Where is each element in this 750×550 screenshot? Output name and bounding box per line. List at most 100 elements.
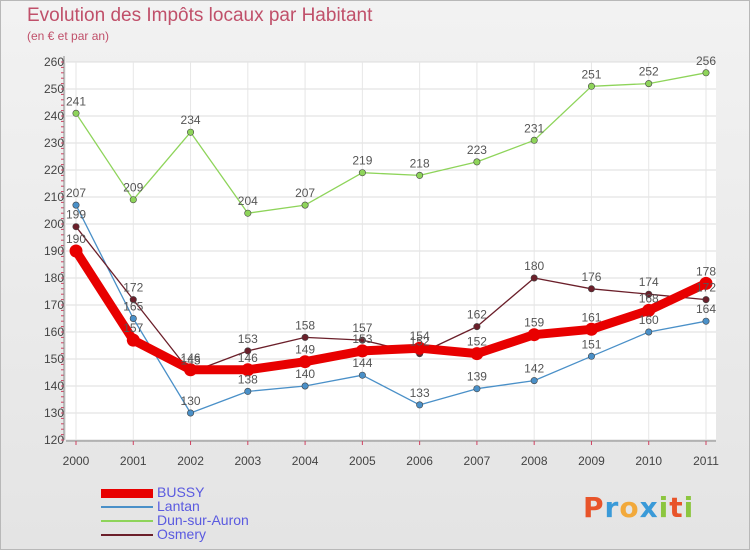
legend-label: Dun-sur-Auron: [157, 512, 249, 528]
data-label: 172: [696, 281, 716, 295]
y-tick-label: 220: [44, 163, 64, 177]
data-label: 149: [295, 343, 315, 357]
legend-label: BUSSY: [157, 484, 205, 500]
y-tick-label: 180: [44, 271, 64, 285]
data-point: [358, 169, 366, 177]
y-tick-label: 120: [44, 433, 64, 447]
data-label: 161: [581, 310, 601, 324]
data-label: 153: [238, 332, 258, 346]
data-label: 168: [639, 291, 659, 305]
legend-swatch: [101, 488, 153, 498]
y-tick-label: 140: [44, 379, 64, 393]
data-label: 140: [295, 367, 315, 381]
y-tick-label: 170: [44, 298, 64, 312]
data-point: [72, 109, 80, 117]
data-label: 138: [238, 372, 258, 386]
data-point: [642, 303, 656, 317]
logo-letter: o: [619, 491, 640, 524]
logo-letter: r: [604, 491, 620, 524]
data-point: [244, 387, 252, 395]
data-point: [301, 333, 309, 341]
data-label: 234: [181, 113, 201, 127]
data-point: [126, 333, 140, 347]
data-label: 178: [696, 264, 716, 278]
data-point: [702, 317, 710, 325]
data-point: [244, 209, 252, 217]
series-line: [71, 246, 711, 375]
data-label: 252: [639, 65, 659, 79]
legend-label: Lantan: [157, 498, 200, 514]
data-point: [72, 201, 80, 209]
series-lantan: [72, 201, 710, 417]
data-label: 146: [181, 351, 201, 365]
data-label: 199: [66, 208, 86, 222]
x-tick-label: 2009: [578, 454, 605, 468]
data-label: 142: [524, 362, 544, 376]
y-tick-label: 260: [44, 55, 64, 69]
data-label: 146: [238, 351, 258, 365]
data-point: [129, 196, 137, 204]
data-point: [416, 171, 424, 179]
logo-letter: i: [683, 491, 695, 524]
data-point: [645, 80, 653, 88]
data-point: [184, 363, 198, 377]
logo-letter: t: [669, 491, 684, 524]
data-label: 157: [123, 321, 143, 335]
data-point: [645, 328, 653, 336]
y-tick-label: 230: [44, 136, 64, 150]
data-label: 144: [352, 356, 372, 370]
data-point: [72, 223, 80, 231]
data-label: 145: [181, 354, 201, 368]
data-point: [241, 363, 255, 377]
data-point: [358, 371, 366, 379]
data-label: 241: [66, 94, 86, 108]
data-label: 190: [66, 232, 86, 246]
data-label: 176: [581, 270, 601, 284]
y-tick-label: 210: [44, 190, 64, 204]
series-line: [75, 204, 707, 414]
y-tick-label: 150: [44, 352, 64, 366]
data-point: [473, 158, 481, 166]
legend-swatch: [101, 520, 153, 522]
data-point: [530, 274, 538, 282]
data-label: 153: [352, 332, 372, 346]
data-point: [470, 347, 484, 361]
data-point: [527, 328, 541, 342]
data-label: 251: [581, 67, 601, 81]
data-point: [587, 285, 595, 293]
data-point: [298, 355, 312, 369]
data-point: [301, 382, 309, 390]
x-tick-label: 2005: [349, 454, 376, 468]
data-label: 231: [524, 121, 544, 135]
data-point: [530, 377, 538, 385]
y-tick-label: 200: [44, 217, 64, 231]
data-label: 204: [238, 194, 258, 208]
legend-swatch: [101, 534, 153, 536]
x-tick-label: 2008: [521, 454, 548, 468]
data-point: [416, 401, 424, 409]
proxiti-logo: Proxiti: [583, 491, 694, 524]
legend-label: Osmery: [157, 526, 206, 542]
series-dun-sur-auron: [72, 69, 710, 217]
data-label: 158: [295, 318, 315, 332]
x-tick-label: 2004: [292, 454, 319, 468]
data-point: [187, 409, 195, 417]
y-tick-label: 250: [44, 82, 64, 96]
x-tick-label: 2001: [120, 454, 147, 468]
data-label: 174: [639, 275, 659, 289]
data-point: [530, 136, 538, 144]
data-point: [69, 244, 83, 258]
series-line: [75, 72, 707, 214]
data-point: [129, 296, 137, 304]
data-label: 219: [352, 154, 372, 168]
x-tick-label: 2007: [464, 454, 491, 468]
data-label: 160: [639, 313, 659, 327]
x-tick-label: 2002: [177, 454, 204, 468]
data-label: 130: [181, 394, 201, 408]
y-tick-label: 130: [44, 406, 64, 420]
data-point: [301, 201, 309, 209]
data-point: [358, 336, 366, 344]
data-point: [244, 347, 252, 355]
data-point: [702, 296, 710, 304]
x-tick-label: 2010: [635, 454, 662, 468]
